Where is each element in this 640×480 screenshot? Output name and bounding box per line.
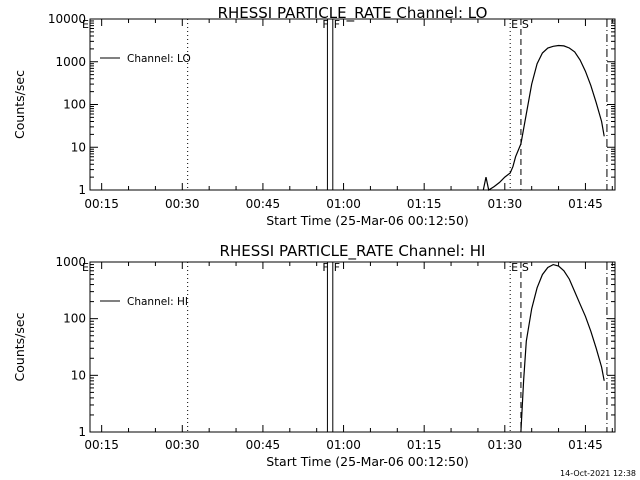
x-tick-label: 00:45 [246,438,281,452]
legend-label: Channel: HI [127,296,188,308]
series-line-0 [482,44,605,191]
y-tick-label: 1000 [55,255,86,269]
y-tick-label: 1 [78,183,86,197]
y-tick-label: 10 [71,368,86,382]
footer-timestamp: 14-Oct-2021 12:38 [560,469,636,478]
y-axis-label: Counts/sec [12,70,27,139]
x-tick-label: 00:15 [84,197,119,211]
x-axis-label: Start Time (25-Mar-06 00:12:50) [266,454,469,469]
event-marker-label: F [322,18,328,31]
event-marker-label: F [334,18,340,31]
x-tick-label: 00:30 [165,197,200,211]
plot-frame [89,261,616,433]
plot-frame [89,18,616,191]
event-marker-label: E [82,18,89,31]
y-tick-label: 100 [63,98,86,112]
event-marker-label: E [511,18,518,31]
y-tick-label: 10000 [48,12,86,26]
x-tick-label: 01:00 [326,197,361,211]
chart-title: RHESSI PARTICLE_RATE Channel: LO [218,4,488,23]
event-marker-label: S [522,18,529,31]
x-axis-label: Start Time (25-Mar-06 00:12:50) [266,213,469,228]
x-tick-label: 01:00 [326,438,361,452]
x-tick-label: 01:45 [568,197,603,211]
event-marker-label: E [511,261,518,274]
event-marker-label: F [322,261,328,274]
y-tick-label: 100 [63,312,86,326]
event-marker-label: E [82,261,89,274]
x-tick-label: 01:15 [407,197,442,211]
y-tick-label: 10 [71,140,86,154]
legend-label: Channel: LO [127,53,191,65]
y-axis-label: Counts/sec [12,312,27,381]
x-tick-label: 01:15 [407,438,442,452]
x-tick-label: 01:30 [488,438,523,452]
x-tick-label: 00:45 [246,197,281,211]
x-tick-label: 00:15 [84,438,119,452]
x-tick-label: 01:30 [488,197,523,211]
y-tick-label: 1000 [55,55,86,69]
event-marker-label: F [334,261,340,274]
x-tick-label: 01:45 [568,438,603,452]
series-line-0 [520,263,605,433]
event-marker-label: S [522,261,529,274]
chart-title: RHESSI PARTICLE_RATE Channel: HI [220,242,486,261]
y-tick-label: 1 [78,425,86,439]
x-tick-label: 00:30 [165,438,200,452]
